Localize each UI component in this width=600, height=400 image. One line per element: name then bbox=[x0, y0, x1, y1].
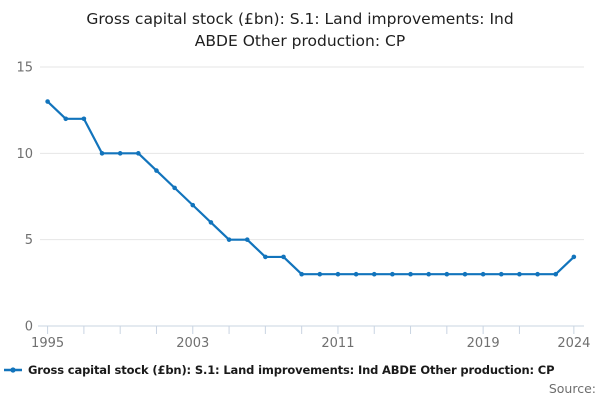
chart-title: Gross capital stock (£bn): S.1: Land imp… bbox=[0, 9, 600, 52]
legend-label: Gross capital stock (£bn): S.1: Land imp… bbox=[28, 363, 555, 377]
source-label: Source: bbox=[548, 381, 596, 396]
svg-text:1995: 1995 bbox=[31, 336, 64, 351]
chart-title-line-2: ABDE Other production: CP bbox=[194, 31, 406, 50]
legend: Gross capital stock (£bn): S.1: Land imp… bbox=[3, 363, 600, 377]
svg-text:5: 5 bbox=[25, 233, 33, 248]
chart-title-line-1: Gross capital stock (£bn): S.1: Land imp… bbox=[86, 10, 514, 28]
svg-text:10: 10 bbox=[16, 147, 33, 162]
svg-text:2019: 2019 bbox=[467, 336, 500, 351]
svg-text:2003: 2003 bbox=[176, 336, 209, 351]
svg-text:15: 15 bbox=[16, 61, 33, 76]
legend-line-marker-icon bbox=[4, 367, 22, 373]
svg-text:0: 0 bbox=[25, 320, 33, 335]
svg-text:2024: 2024 bbox=[557, 336, 590, 351]
svg-text:2011: 2011 bbox=[321, 336, 354, 351]
